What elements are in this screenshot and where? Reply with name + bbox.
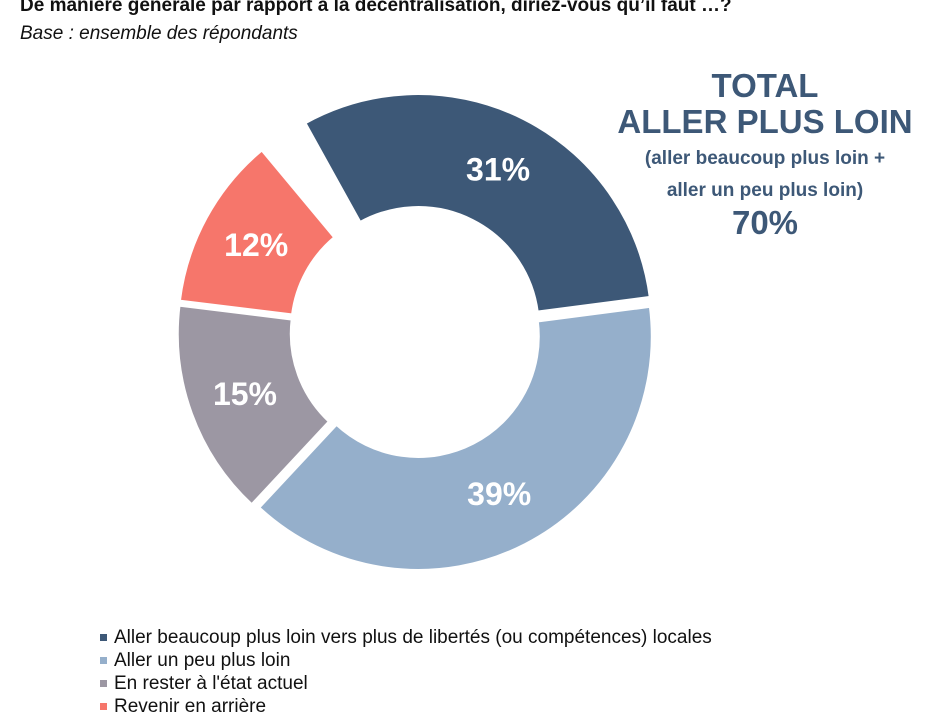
total-value: 70%	[731, 204, 799, 241]
legend-label: Revenir en arrière	[114, 695, 267, 717]
legend-swatch	[100, 634, 107, 641]
total-line2: ALLER PLUS LOIN	[617, 103, 913, 140]
total-callout: TOTAL ALLER PLUS LOIN (aller beaucoup pl…	[590, 68, 940, 242]
legend-item: Aller un peu plus loin	[100, 649, 712, 672]
legend-swatch	[100, 657, 107, 664]
legend: Aller beaucoup plus loin vers plus de li…	[100, 626, 712, 718]
legend-item: En rester à l'état actuel	[100, 672, 712, 695]
chart-title: De manière générale par rapport à la déc…	[20, 0, 732, 16]
donut-segment	[302, 92, 652, 314]
data-label: 31%	[466, 152, 530, 188]
chart-subtitle: Base : ensemble des répondants	[20, 23, 298, 44]
data-label: 39%	[467, 476, 531, 512]
total-line1: TOTAL	[711, 67, 819, 104]
data-label: 12%	[224, 227, 288, 263]
legend-item: Aller beaucoup plus loin vers plus de li…	[100, 626, 712, 649]
donut-segment	[177, 147, 337, 317]
data-label: 15%	[213, 376, 277, 412]
total-line3: (aller beaucoup plus loin +	[644, 148, 886, 169]
legend-swatch	[100, 680, 107, 687]
legend-swatch	[100, 703, 107, 710]
total-line4: aller un peu plus loin)	[666, 180, 864, 201]
legend-item: Revenir en arrière	[100, 695, 712, 718]
legend-label: Aller un peu plus loin	[114, 649, 291, 671]
legend-label: En rester à l'état actuel	[114, 672, 308, 694]
donut-segment	[256, 304, 654, 572]
legend-label: Aller beaucoup plus loin vers plus de li…	[114, 626, 712, 648]
donut-segment	[175, 303, 332, 507]
